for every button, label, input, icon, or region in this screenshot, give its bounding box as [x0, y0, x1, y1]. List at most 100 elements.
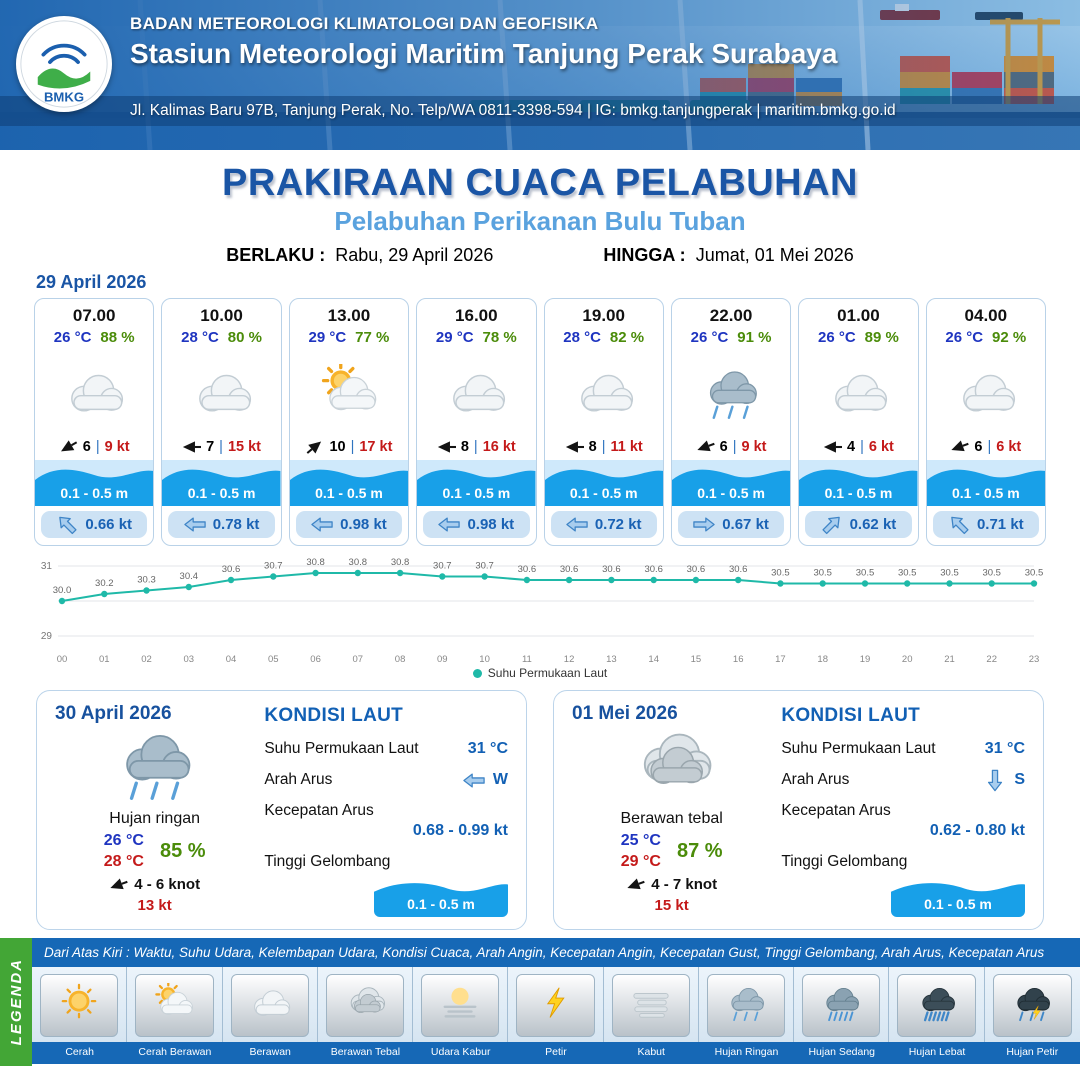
current-panel: 0.66 kt — [41, 511, 148, 538]
current-direction-icon — [183, 517, 206, 532]
current-panel: 0.72 kt — [550, 511, 657, 538]
current-speed: 0.72 kt — [594, 516, 642, 533]
current-direction-icon — [693, 517, 715, 532]
legend-icon-box — [516, 974, 595, 1037]
current-direction-value: S — [984, 769, 1025, 791]
card-temp-row: 28 °C 82 % — [545, 329, 663, 346]
legend-icon-area — [699, 967, 795, 1042]
valid-from: BERLAKU : Rabu, 29 April 2026 — [226, 245, 493, 266]
gust-speed: 17 kt — [359, 439, 393, 455]
daily-temp-max: 29 °C — [620, 853, 661, 870]
svg-text:30.5: 30.5 — [771, 568, 790, 579]
valid-from-label: BERLAKU : — [226, 245, 326, 265]
svg-text:18: 18 — [817, 654, 828, 665]
legend-icon-area — [889, 967, 985, 1042]
svg-text:30.8: 30.8 — [306, 557, 325, 568]
legend-icon-box — [230, 974, 309, 1037]
legend-item-label: Petir — [508, 1042, 604, 1064]
card-temperature: 28 °C — [181, 329, 219, 346]
wind-speed: 4 — [847, 439, 856, 455]
card-humidity: 78 % — [482, 329, 517, 346]
legend-footer: LEGENDA Dari Atas Kiri : Waktu, Suhu Uda… — [0, 938, 1080, 1066]
daily-humidity: 85 % — [159, 840, 206, 862]
daily-summary-section: 30 April 2026 Hujan ringan 26 °C 28 °C 8… — [0, 680, 1080, 930]
wind-direction-icon — [565, 440, 584, 454]
legend-item-label: Hujan Sedang — [794, 1042, 890, 1064]
current-direction-icon — [463, 772, 485, 788]
card-humidity: 88 % — [100, 329, 135, 346]
wind-direction-icon — [109, 878, 129, 892]
forecast-card: 01.00 26 °C 89 % 4 | 6 kt 0.1 - 0.5 m 0.… — [798, 298, 919, 546]
legend-weather-icon — [56, 983, 102, 1028]
gust-speed: 6 kt — [996, 439, 1022, 455]
svg-text:30.6: 30.6 — [644, 564, 663, 575]
legend-dot-icon — [472, 668, 482, 678]
legend-icon-area — [794, 967, 890, 1042]
current-direction-letter: W — [492, 771, 508, 788]
wind-speed: 6 — [82, 439, 91, 455]
separator: | — [95, 439, 100, 455]
svg-text:30.3: 30.3 — [137, 575, 156, 586]
card-humidity: 77 % — [355, 329, 390, 346]
svg-text:21: 21 — [944, 654, 955, 665]
wave-height-value: 0.1 - 0.5 m — [187, 485, 256, 501]
current-direction-label: Arah Arus — [264, 771, 333, 788]
legend-icon-box — [421, 974, 500, 1037]
wind-speed: 6 — [719, 439, 728, 455]
daily-wind-speed: 4 - 6 knot — [134, 876, 201, 893]
legend-series-name: Suhu Permukaan Laut — [487, 666, 608, 680]
current-panel: 0.71 kt — [932, 511, 1039, 538]
card-temperature: 26 °C — [53, 329, 92, 346]
legend-icon-area — [318, 967, 414, 1042]
legenda-strip-text: LEGENDA — [7, 958, 25, 1046]
current-direction-letter: S — [1014, 771, 1025, 788]
legend-item-label: Hujan Lebat — [889, 1042, 985, 1064]
weather-icon — [417, 346, 535, 439]
wave-shape-icon — [926, 469, 1045, 506]
legend-item: Hujan Petir — [984, 967, 1080, 1064]
card-time: 22.00 — [709, 306, 753, 325]
legend-icon-area — [127, 967, 223, 1042]
card-temp-row: 26 °C 92 % — [927, 329, 1045, 346]
svg-text:30.6: 30.6 — [729, 564, 748, 575]
card-wind-row: 6 | 9 kt — [672, 439, 790, 460]
current-direction-icon — [821, 516, 843, 535]
header: BMKG BADAN METEOROLOGI KLIMATOLOGI DAN G… — [0, 0, 1080, 150]
legend-icon-box — [992, 974, 1072, 1037]
card-wind-row: 8 | 11 kt — [545, 439, 663, 460]
svg-text:10: 10 — [479, 654, 490, 665]
legenda-strip: LEGENDA — [0, 938, 32, 1066]
legend-item: Cerah — [32, 967, 128, 1064]
legend-icon-box — [897, 974, 976, 1037]
legend-weather-icon — [1009, 983, 1055, 1028]
sea-condition-column: KONDISI LAUT Suhu Permukaan Laut 31 °C A… — [264, 703, 508, 917]
card-time: 19.00 — [582, 306, 625, 325]
weather-icon — [927, 346, 1045, 439]
wind-direction-icon — [823, 440, 842, 454]
svg-text:00: 00 — [57, 654, 68, 665]
current-direction-icon — [438, 517, 461, 532]
daily-weather-icon — [627, 725, 717, 809]
sst-line-chart: 31 29 30.0 00 30.2 01 30.3 02 30.4 03 30.6 04 30.7 05… — [28, 550, 1052, 666]
current-direction-icon — [948, 516, 970, 535]
svg-text:16: 16 — [733, 654, 744, 665]
daily-weather-icon — [110, 725, 200, 809]
sst-row: Suhu Permukaan Laut 31 °C — [781, 740, 1025, 758]
forecast-card: 07.00 26 °C 88 % 6 | 9 kt 0.1 - 0.5 m 0.… — [34, 298, 155, 546]
wave-height-panel: 0.1 - 0.5 m — [417, 460, 536, 506]
legend-icon-area — [413, 967, 509, 1042]
legend-icon-area — [985, 967, 1080, 1042]
current-panel: 0.62 kt — [805, 511, 912, 538]
bmkg-logo: BMKG — [16, 16, 112, 112]
sst-label: Suhu Permukaan Laut — [264, 740, 419, 757]
wave-height-panel: 0.1 - 0.5 m — [891, 875, 1025, 917]
card-time: 16.00 — [455, 306, 498, 325]
wave-height-panel: 0.1 - 0.5 m — [799, 460, 918, 506]
svg-text:23: 23 — [1029, 654, 1040, 665]
legend-icon-box — [135, 974, 214, 1037]
wave-shape-icon — [374, 883, 508, 917]
current-direction-icon — [311, 517, 333, 532]
weather-icon — [799, 346, 917, 439]
daily-temp-min: 26 °C — [103, 832, 144, 849]
wave-height-value: 0.1 - 0.5 m — [951, 485, 1020, 501]
